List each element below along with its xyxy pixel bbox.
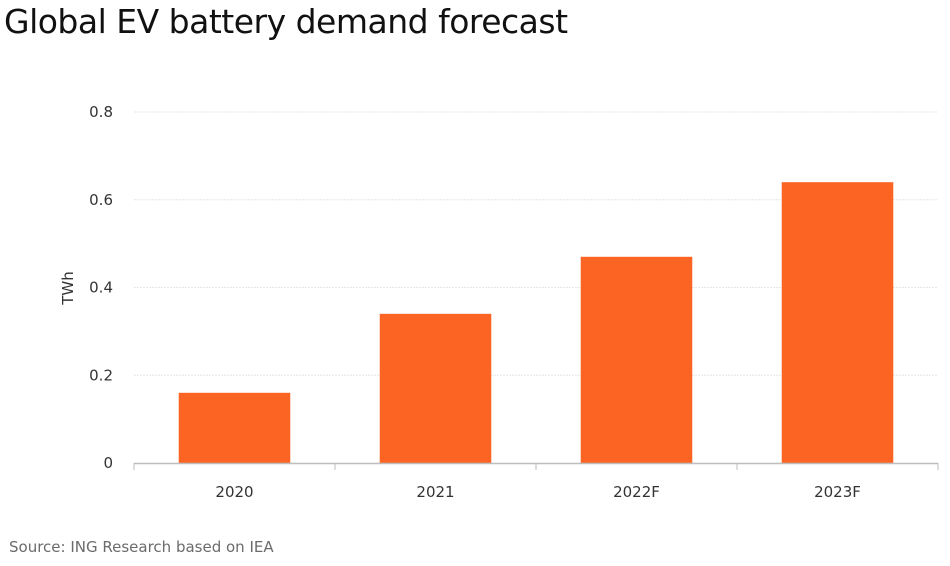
y-tick-label: 0.2: [89, 366, 113, 384]
chart-title: Global EV battery demand forecast: [4, 2, 568, 41]
y-tick-label: 0.8: [89, 103, 113, 121]
bar-2023f: [781, 182, 894, 463]
bar-2022f: [580, 256, 693, 463]
source-note: Source: ING Research based on IEA: [9, 538, 274, 556]
x-tick-label: 2022F: [613, 483, 660, 501]
bar-2021: [379, 313, 492, 463]
x-tick-label: 2023F: [814, 483, 861, 501]
x-axis: [133, 462, 939, 470]
x-axis-ticks: 2020 2021 2022F 2023F: [215, 483, 861, 501]
bars: [178, 182, 894, 463]
y-axis-label: TWh: [59, 271, 77, 306]
y-tick-label: 0.6: [89, 191, 113, 209]
y-axis-ticks: 0 0.2 0.4 0.6 0.8: [89, 103, 113, 472]
x-tick-label: 2021: [416, 483, 454, 501]
bar-2020: [178, 392, 291, 463]
y-tick-label: 0: [103, 454, 113, 472]
x-tick-label: 2020: [215, 483, 253, 501]
y-tick-label: 0.4: [89, 279, 113, 297]
